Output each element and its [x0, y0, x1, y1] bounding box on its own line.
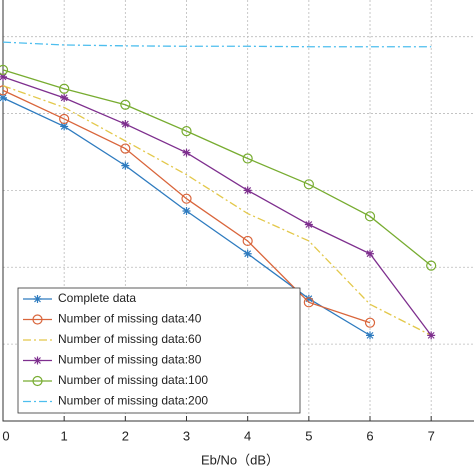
legend-label: Number of missing data:40	[58, 312, 202, 326]
legend-box	[17, 287, 301, 414]
marker	[303, 179, 314, 190]
marker	[242, 153, 253, 164]
marker	[60, 122, 69, 131]
marker	[0, 72, 7, 81]
marker	[120, 99, 131, 110]
marker	[60, 93, 69, 102]
marker	[364, 211, 376, 222]
x-tick-label: 2	[122, 428, 129, 443]
series-line	[2, 41, 432, 48]
marker	[33, 295, 42, 303]
x-tick-label: 7	[428, 428, 435, 443]
x-tick-label: 3	[183, 428, 190, 443]
marker	[182, 206, 191, 215]
x-tick-label: 6	[366, 428, 373, 443]
marker	[303, 297, 314, 308]
x-tick-label: 1	[61, 428, 68, 443]
marker	[366, 331, 375, 340]
legend-label: Number of missing data:60	[58, 332, 202, 346]
axes-frame	[2, 0, 474, 422]
marker	[120, 143, 131, 154]
marker	[181, 193, 192, 204]
x-tick-label: 4	[244, 428, 251, 443]
marker	[426, 260, 437, 271]
legend-label: Number of missing data:80	[58, 353, 202, 367]
series-line	[2, 89, 371, 324]
marker	[181, 126, 192, 137]
marker	[366, 249, 375, 258]
marker	[32, 375, 43, 387]
series-line	[2, 85, 432, 336]
marker	[304, 220, 313, 229]
series-line	[2, 69, 432, 267]
legend-label: Complete data	[58, 291, 136, 305]
legend-label: Number of missing data:100	[58, 373, 208, 387]
marker	[304, 294, 313, 303]
marker	[0, 64, 9, 75]
marker	[243, 186, 252, 195]
marker	[121, 120, 130, 129]
marker	[182, 148, 191, 157]
marker	[32, 314, 43, 325]
marker	[59, 113, 70, 125]
x-axis-label: Eb/No（dB）	[201, 452, 279, 467]
x-tick-label: 0	[2, 428, 9, 443]
marker	[33, 356, 42, 365]
marker	[427, 331, 436, 340]
marker	[121, 161, 130, 170]
legend-label: Number of missing data:200	[58, 394, 208, 408]
x-tick-label: 5	[305, 428, 312, 443]
marker	[59, 83, 70, 94]
marker	[364, 317, 376, 328]
marker	[243, 249, 252, 258]
series-line	[2, 76, 432, 336]
marker	[0, 93, 7, 102]
marker	[242, 235, 253, 247]
